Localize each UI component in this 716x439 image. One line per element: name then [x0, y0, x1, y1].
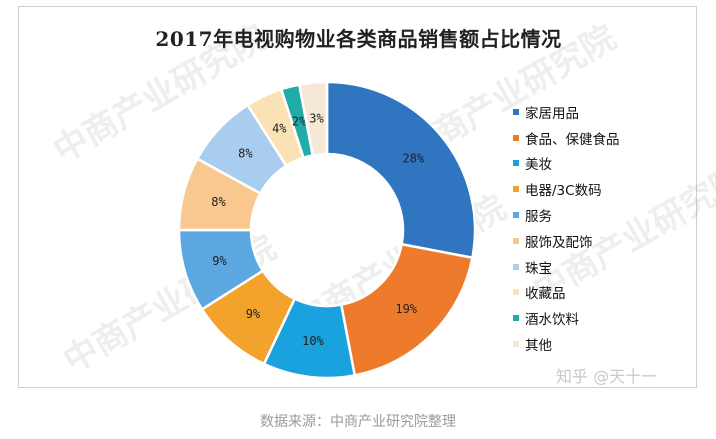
legend-swatch [513, 237, 519, 244]
slice-data-label: 8% [211, 195, 226, 209]
donut-slice [297, 80, 329, 157]
chart-title: 2017年电视购物业各类商品销售额占比情况 [155, 27, 562, 51]
legend-swatch [513, 108, 519, 115]
slice-data-label: 28% [402, 152, 424, 166]
author-signature: 知乎 @天十一 [556, 367, 658, 386]
legend-label: 其他 [525, 338, 552, 355]
legend-item: 食品、保健食品 [513, 125, 620, 151]
chart-frame: 中商产业研究院 中商产业研究院 中商产业研究院 中商产业研究院 中商产业研究院 … [18, 6, 716, 388]
legend-label: 珠宝 [525, 260, 552, 277]
slice-data-label: 9% [246, 307, 261, 321]
legend: 家居用品食品、保健食品 美妆电器/3C数码 服务服饰及配饰珠宝收藏品酒水饮料其他 [513, 99, 620, 357]
legend-label: 收藏品 [525, 286, 566, 303]
legend-swatch [513, 186, 519, 193]
legend-item: 其他 [513, 331, 620, 357]
donut-slice [325, 80, 477, 260]
slice-data-label: 4% [272, 122, 287, 136]
legend-item: 美妆 [513, 151, 620, 177]
legend-swatch [513, 160, 519, 167]
legend-label: 食品、保健食品 [525, 131, 620, 148]
legend-label: 美妆 [525, 157, 552, 174]
slice-data-label: 10% [302, 334, 324, 348]
legend-label: 服饰及配饰 [525, 234, 593, 251]
legend-swatch [513, 134, 519, 141]
source-note: 数据来源：中商产业研究院整理 [260, 414, 456, 430]
legend-item: 电器/3C数码 [513, 176, 620, 202]
donut-chart: 28% 19% 10% 9% 9% 8% 8% 4% 2% 3% [177, 80, 477, 380]
slice-data-label: 8% [238, 146, 253, 160]
legend-item: 珠宝 [513, 254, 620, 280]
slice-data-label: 3% [309, 111, 324, 125]
legend-label: 家居用品 [525, 105, 579, 122]
legend-swatch [513, 212, 519, 219]
legend-label: 电器/3C数码 [525, 183, 602, 200]
legend-label: 酒水饮料 [525, 312, 579, 329]
legend-swatch [513, 315, 519, 322]
legend-item: 服务 [513, 202, 620, 228]
legend-item: 家居用品 [513, 99, 620, 125]
donut-slice [339, 242, 474, 377]
legend-item: 酒水饮料 [513, 305, 620, 331]
legend-swatch [513, 263, 519, 270]
legend-label: 服务 [525, 209, 552, 226]
legend-item: 服饰及配饰 [513, 228, 620, 254]
slice-data-label: 2% [292, 115, 307, 129]
legend-swatch [513, 341, 519, 348]
slice-data-label: 19% [395, 302, 417, 316]
slice-data-label: 9% [212, 254, 227, 268]
legend-swatch [513, 289, 519, 296]
legend-item: 收藏品 [513, 280, 620, 306]
